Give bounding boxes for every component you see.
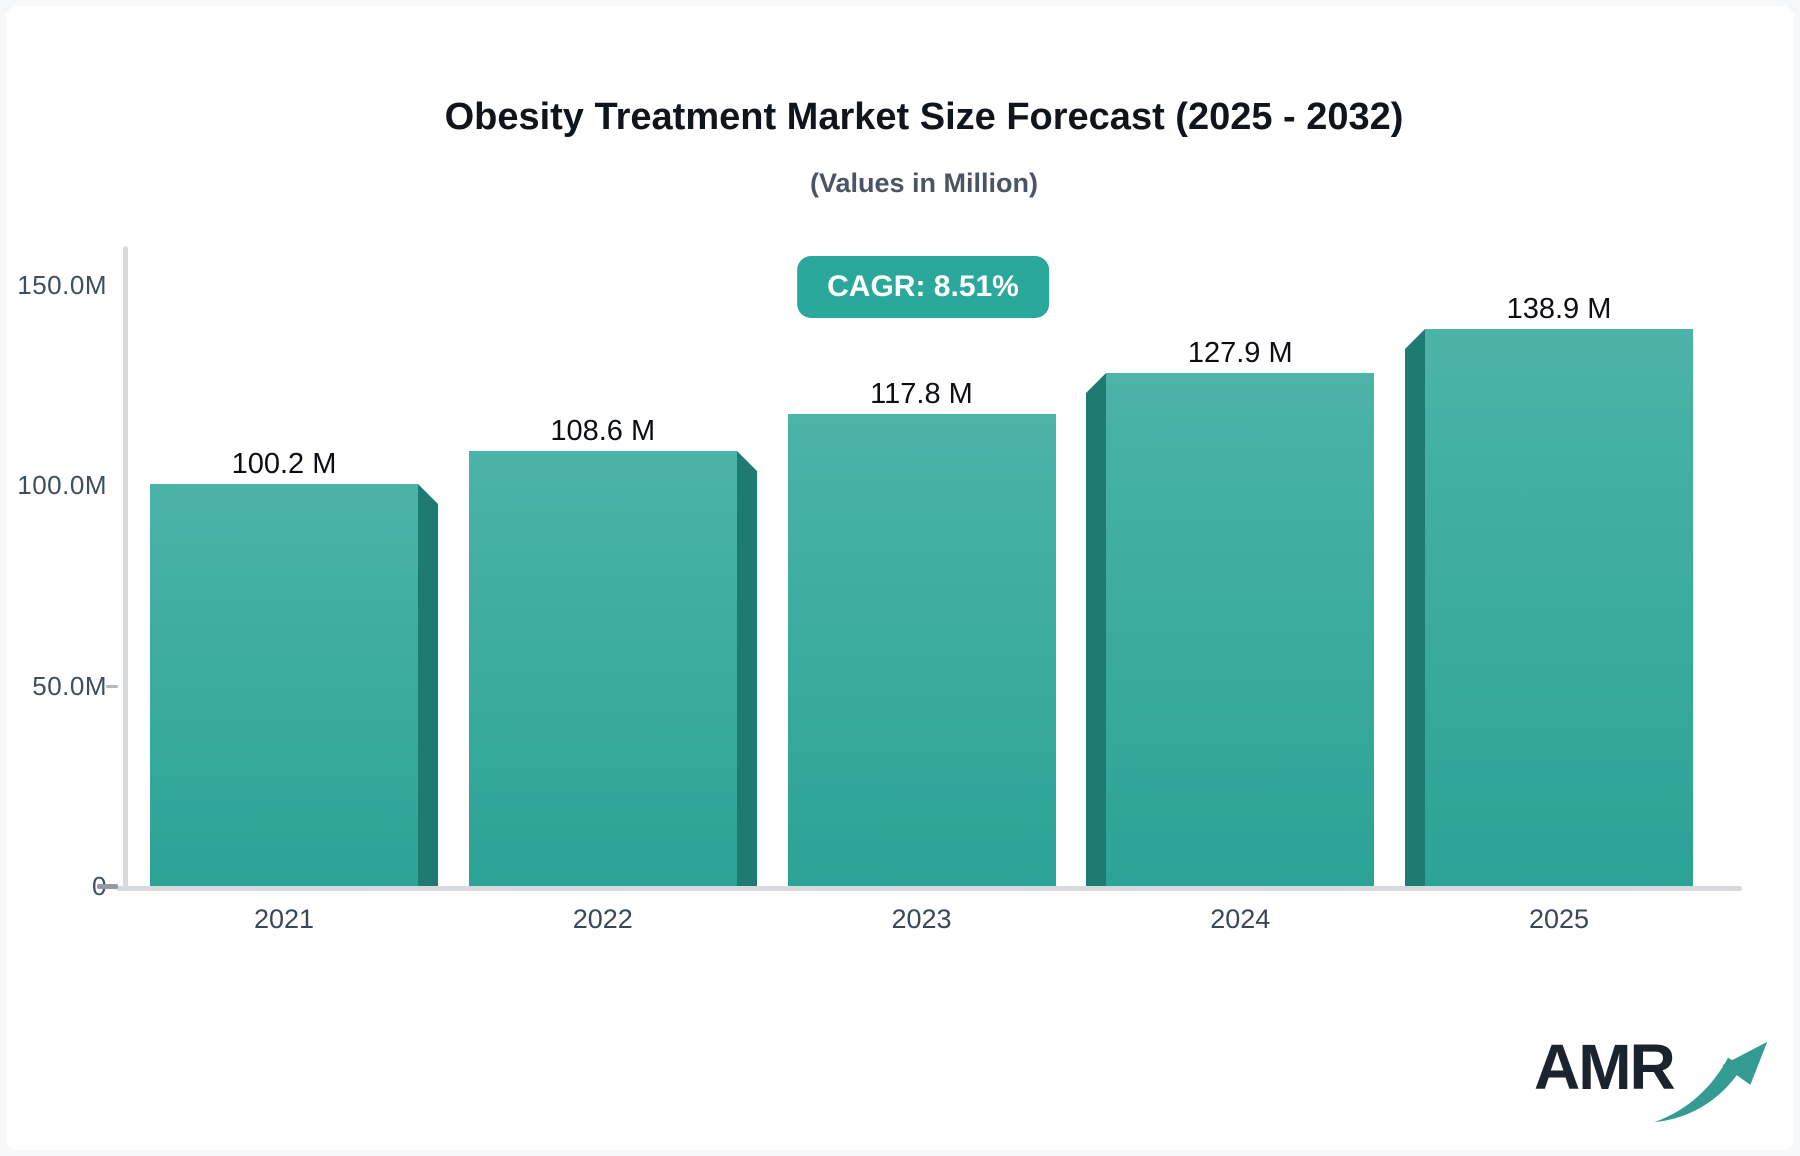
y-tick-label-50.0M: 50.0M [32, 670, 107, 701]
y-tick-dash [106, 684, 118, 688]
bar-side-shadow [418, 484, 438, 886]
y-tick-label-0: 0 [0, 870, 107, 902]
amr-logo-text: AMR [1534, 1031, 1676, 1103]
cagr-badge: CAGR: 8.51% [797, 256, 1049, 318]
x-category-label-2023: 2023 [891, 904, 952, 934]
y-tick-label-150.0M: 150.0M [17, 269, 107, 300]
y-axis-line [123, 246, 128, 891]
bar-2021 [150, 484, 418, 886]
bar-side-shadow [1086, 373, 1106, 886]
amr-logo: AMR [1528, 1030, 1788, 1130]
growth-arrow-icon [1654, 1041, 1768, 1123]
bar-value-label-2023: 117.8 M [870, 378, 973, 410]
y-tick-dash [97, 884, 118, 889]
y-tick-label-100.0M: 100.0M [17, 470, 107, 500]
x-category-label-2021: 2021 [253, 904, 315, 934]
bar-value-label-2021: 100.2 M [231, 448, 337, 480]
bar-side-shadow [1405, 329, 1425, 886]
bar-side-shadow [737, 451, 757, 886]
bar-value-label-2022: 108.6 M [550, 415, 656, 447]
bar-2022 [469, 451, 737, 886]
x-category-label-2022: 2022 [572, 904, 633, 934]
bar-value-label-2025: 138.9 M [1506, 293, 1612, 325]
bar-2024 [1106, 373, 1374, 886]
bar-2023 [788, 414, 1056, 886]
x-category-label-2024: 2024 [1210, 904, 1271, 934]
bar-2025 [1425, 329, 1693, 886]
x-category-label-2025: 2025 [1528, 904, 1590, 934]
bar-value-label-2024: 127.9 M [1187, 337, 1293, 369]
chart-subtitle: (Values in Million) [809, 168, 1039, 198]
chart-title: Obesity Treatment Market Size Forecast (… [444, 96, 1404, 138]
x-axis-line [116, 886, 1742, 891]
